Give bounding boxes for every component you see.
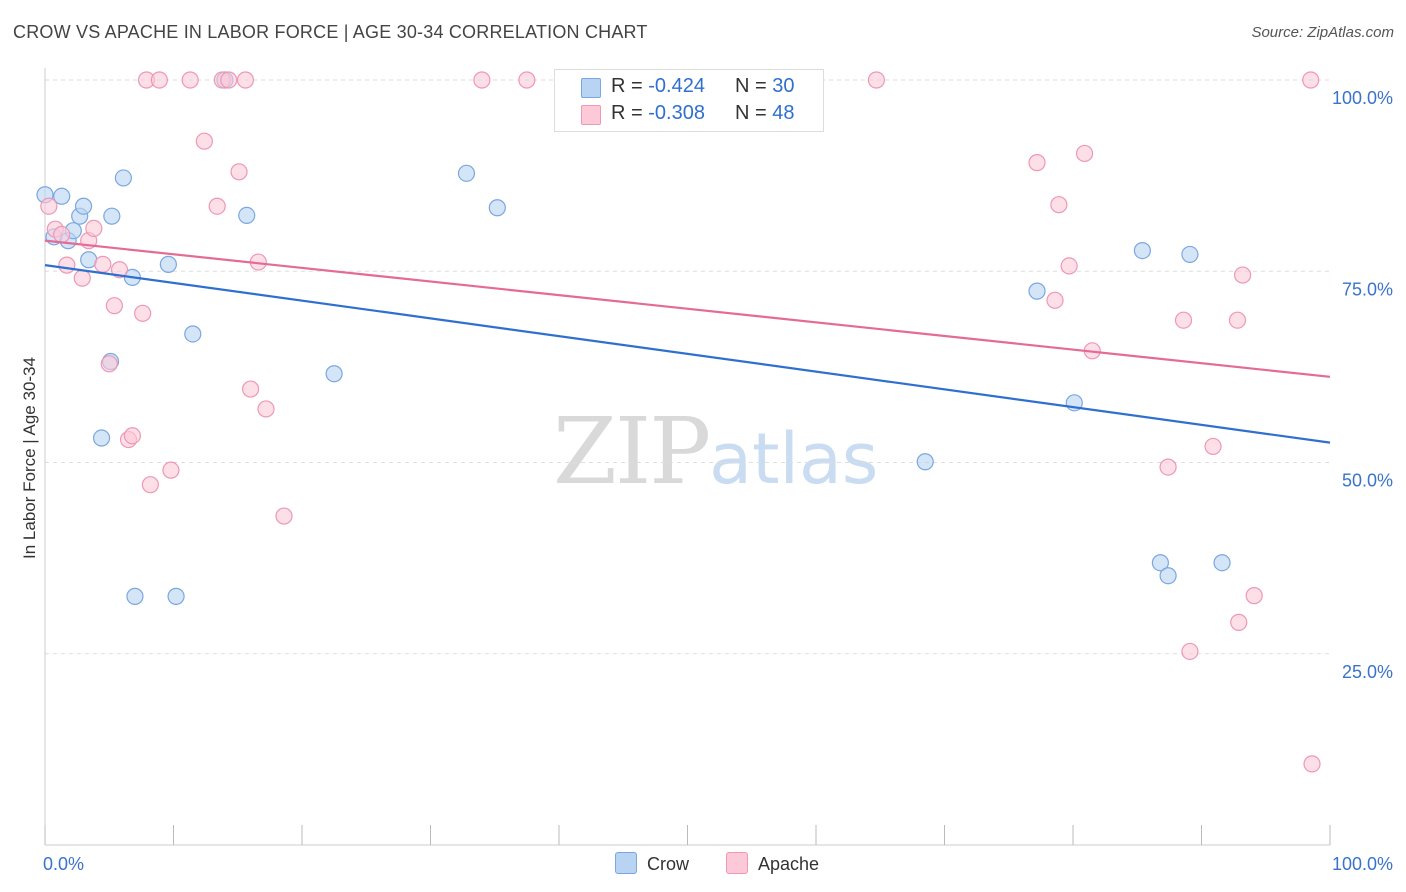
apache-point [162,461,180,479]
apache-point [1181,642,1199,661]
crow-point [1133,241,1151,260]
apache-point [100,355,118,373]
crow-r: R = -0.424 [611,75,705,97]
apache-point [105,297,123,315]
apache-point [242,380,260,398]
apache-point [208,197,226,215]
crow-point [53,187,71,205]
apache-point [1050,196,1068,214]
source-label: Source: ZipAtlas.com [1251,24,1394,41]
apache-point [58,256,76,274]
x-tick-label-min: 0.0% [43,854,84,874]
crow-swatch [581,78,601,98]
apache-point [1303,755,1321,773]
correlation-legend: R = -0.424 N = 30 R = -0.308 N = 48 [554,69,824,132]
apache-legend-label: Apache [758,854,820,874]
watermark-atlas: atlas [709,418,879,500]
apache-point [867,71,885,89]
trend-lines [44,239,1331,444]
crow-point [126,587,144,605]
crow-point [92,429,111,447]
apache-point [1046,291,1064,309]
apache-point [518,71,536,89]
apache-point [230,163,248,181]
data-points [36,71,1321,773]
crow-point [1181,245,1199,264]
apache-trend-line [44,239,1331,378]
apache-point [1230,613,1248,631]
apache-point [1204,437,1222,456]
apache-point [110,261,129,279]
y-tick-label: 50.0% [1342,471,1393,491]
apache-point [85,219,103,238]
apache-points [40,71,1321,773]
apache-point [141,476,159,494]
apache-r: R = -0.308 [611,102,705,124]
crow-point [1028,282,1046,300]
axes [44,68,1331,846]
watermark-zip: ZIP [553,398,711,505]
apache-point [1075,144,1094,163]
crow-point [114,169,132,187]
apache-point [181,71,199,89]
apache-point [1245,587,1263,605]
y-tick-label: 100.0% [1332,88,1393,108]
crow-point [488,199,506,217]
apache-point [195,132,213,150]
apache-point [1028,154,1046,172]
apache-point [94,255,112,273]
apache-point [1174,311,1193,329]
apache-n: N = 48 [735,102,795,124]
apache-point [1302,71,1320,89]
crow-point [1213,554,1231,572]
x-tick-label-max: 100.0% [1332,854,1393,874]
apache-swatch [581,105,601,125]
apache-point [53,225,71,244]
crow-point [1151,554,1169,572]
apache-point [40,197,58,215]
apache-point [73,269,91,287]
apache-legend-swatch [726,852,748,874]
crow-point [325,365,343,383]
crow-point [1159,567,1177,585]
crow-point [916,453,934,471]
crow-n: N = 30 [735,75,795,97]
crow-point [184,325,202,343]
chart-title: CROW VS APACHE IN LABOR FORCE | AGE 30-3… [13,22,648,42]
crow-point [167,587,185,605]
apache-point [275,507,293,525]
apache-point [236,71,255,89]
crow-legend-label: Crow [647,854,690,874]
apache-point [220,71,238,89]
apache-point [1234,266,1252,284]
crow-points [36,71,1231,605]
apache-point [1060,257,1078,275]
y-tick-label: 75.0% [1342,279,1393,299]
legend-item-crow: Crow [615,852,689,875]
apache-point [134,304,152,322]
apache-point [473,71,491,89]
crow-point [74,197,93,215]
crow-trend-line [44,264,1331,444]
apache-point [1159,458,1177,476]
tick-labels: 25.0% 50.0% 75.0% 100.0% 0.0% 100.0% [43,88,1393,874]
crow-point [159,255,177,273]
watermark: ZIPatlas [553,398,878,505]
crow-point [457,164,476,182]
crow-legend-swatch [615,852,637,874]
apache-point [150,71,168,89]
apache-point [257,400,275,418]
apache-point [1228,311,1247,329]
crow-point [103,207,121,225]
y-tick-label: 25.0% [1342,662,1393,682]
legend-item-apache: Apache [726,852,819,875]
apache-point [123,427,141,445]
crow-point [238,206,256,225]
